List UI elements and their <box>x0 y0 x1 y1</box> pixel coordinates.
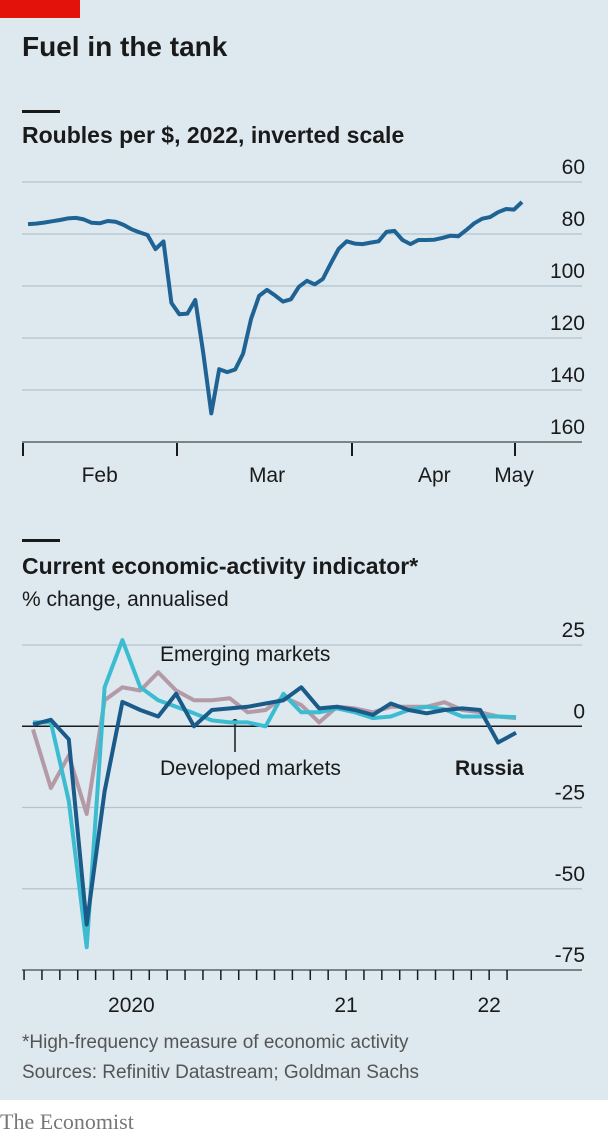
y-tick-label: -75 <box>555 944 585 967</box>
x-tick-label: May <box>494 464 534 487</box>
publisher: The Economist <box>0 1109 134 1134</box>
chart-title: Current economic-activity indicator* <box>22 553 418 579</box>
y-tick-label: 60 <box>562 156 585 179</box>
y-tick-label: 120 <box>550 312 585 335</box>
title-rule <box>22 539 60 542</box>
series-line <box>32 685 517 927</box>
line <box>27 200 524 416</box>
month-ticks <box>22 442 516 456</box>
x-tick-label: 21 <box>334 994 357 1017</box>
y-tick-label: 140 <box>550 364 585 387</box>
y-tick-label: 0 <box>573 700 585 723</box>
y-tick-label: 160 <box>550 416 585 439</box>
background <box>0 0 608 1100</box>
x-tick-label: Mar <box>249 464 285 487</box>
y-tick-label: 80 <box>562 208 585 231</box>
series-label: Emerging markets <box>160 643 330 666</box>
red-tab <box>0 0 80 18</box>
title-rule <box>22 110 60 113</box>
footnote: *High-frequency measure of economic acti… <box>22 1032 409 1053</box>
x-tick-label: 22 <box>477 994 500 1017</box>
page-title: Fuel in the tank <box>22 31 228 62</box>
series-label: Developed markets <box>160 757 341 780</box>
y-tick-label: 100 <box>550 260 585 283</box>
x-tick-label: 2020 <box>108 994 155 1017</box>
chart-title: Roubles per $, 2022, inverted scale <box>22 122 404 148</box>
series-label: Russia <box>455 757 524 780</box>
x-tick-label: Apr <box>418 464 451 487</box>
series-line <box>33 638 517 950</box>
y-tick-label: -50 <box>555 863 585 886</box>
source: Sources: Refinitiv Datastream; Goldman S… <box>22 1062 419 1083</box>
x-tick-label: Feb <box>82 464 118 487</box>
chart-subtitle: % change, annualised <box>22 588 229 611</box>
y-tick-label: 25 <box>562 619 585 642</box>
y-tick-label: -25 <box>555 782 585 805</box>
